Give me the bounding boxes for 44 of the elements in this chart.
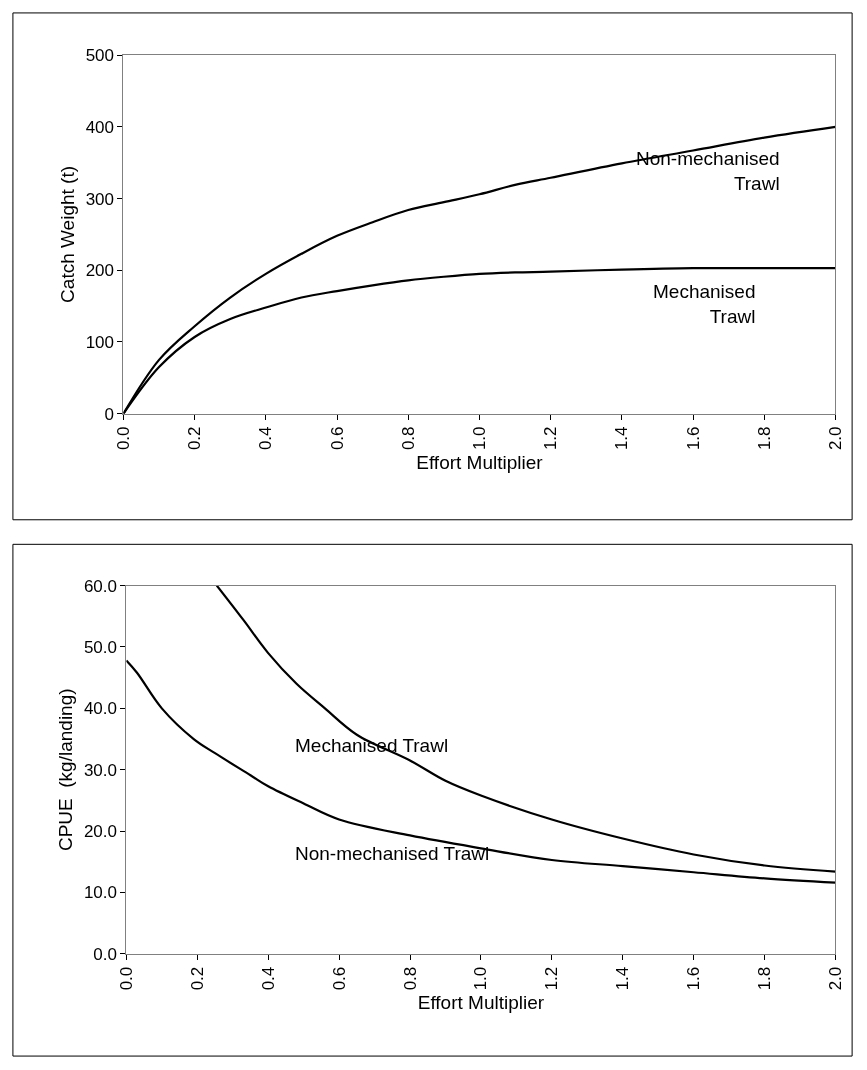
y-tick-label: 100 xyxy=(85,332,115,352)
y-tick-label: 200 xyxy=(85,261,115,281)
x-tick-label: 0.0 xyxy=(113,426,133,451)
y-tick-label: 10.0 xyxy=(83,883,117,903)
line-series xyxy=(215,585,836,873)
x-tick-label: 1.0 xyxy=(471,966,491,991)
x-tick-label: 0.2 xyxy=(187,966,207,991)
y-tick-label: 0 xyxy=(104,404,115,424)
x-tick-label: 0.4 xyxy=(256,426,276,451)
x-tick-label: 1.4 xyxy=(613,966,633,991)
x-tick-label: 1.0 xyxy=(469,426,489,451)
y-tick-label: 60.0 xyxy=(83,576,117,596)
x-tick-label: 0.2 xyxy=(185,426,205,451)
y-tick-label: 40.0 xyxy=(83,699,117,719)
x-tick-label: 2.0 xyxy=(826,966,846,991)
y-tick-label: 0.0 xyxy=(93,944,117,964)
y-tick-label: 300 xyxy=(85,189,115,209)
x-tick-label: 1.8 xyxy=(755,966,775,991)
x-tick-label: 0.4 xyxy=(258,966,278,991)
y-tick-label: 500 xyxy=(85,46,115,66)
x-axis-title: Effort Multiplier xyxy=(417,992,545,1014)
series-label: Non-mechanised Trawl xyxy=(295,843,490,864)
series-label: Mechanised Trawl xyxy=(653,281,756,327)
x-tick-label: 1.4 xyxy=(612,426,632,451)
x-tick-label: 0.0 xyxy=(116,966,136,991)
y-axis-title: Catch Weight (t) xyxy=(56,165,78,303)
x-tick-label: 1.2 xyxy=(541,426,561,451)
x-tick-label: 1.6 xyxy=(684,966,704,991)
x-axis-title: Effort Multiplier xyxy=(416,451,544,473)
x-tick-label: 0.6 xyxy=(329,966,349,991)
line-series xyxy=(126,659,836,884)
x-tick-label: 0.8 xyxy=(400,966,420,991)
x-tick-label: 0.6 xyxy=(327,426,347,451)
y-tick-label: 30.0 xyxy=(83,760,117,780)
y-tick-label: 50.0 xyxy=(83,637,117,657)
y-tick-label: 20.0 xyxy=(83,822,117,842)
x-tick-label: 0.8 xyxy=(398,426,418,451)
x-tick-label: 2.0 xyxy=(826,426,846,451)
series-label: Non-mechanised Trawl xyxy=(636,148,780,194)
x-tick-label: 1.2 xyxy=(542,966,562,991)
x-tick-label: 1.6 xyxy=(683,426,703,451)
y-axis-title: CPUE (kg/landing) xyxy=(54,688,76,852)
x-tick-label: 1.8 xyxy=(754,426,774,451)
y-tick-label: 400 xyxy=(85,117,115,137)
